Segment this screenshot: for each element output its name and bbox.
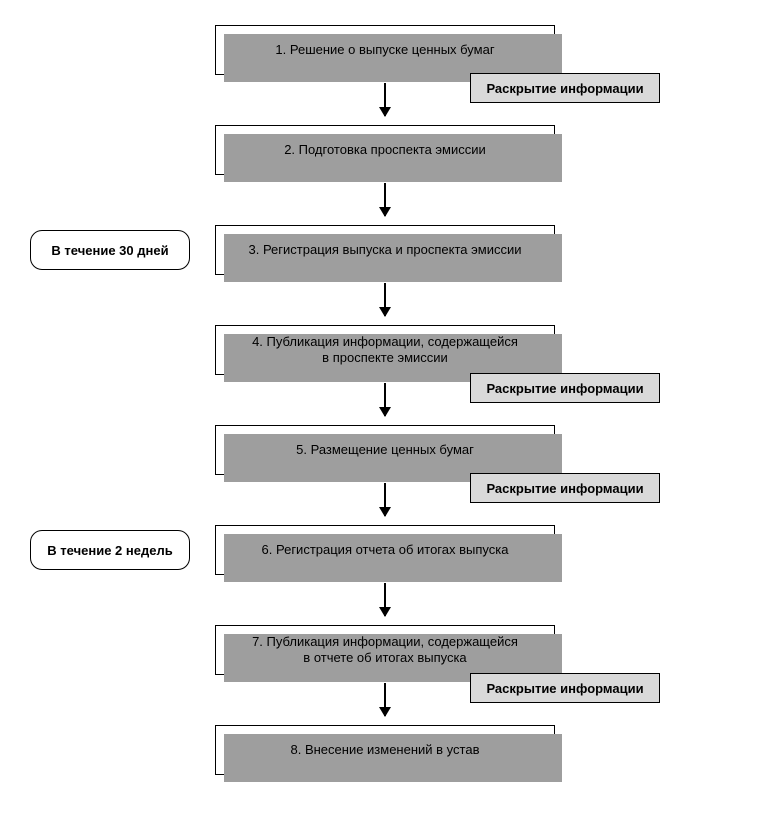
step-8: 8. Внесение изменений в устав — [215, 725, 555, 775]
step-label: 7. Публикация информации, содержащейсяв … — [252, 634, 518, 667]
disclosure-badge: Раскрытие информации — [470, 73, 660, 103]
disclosure-badge: Раскрытие информации — [470, 373, 660, 403]
step-2: 2. Подготовка проспекта эмиссии — [215, 125, 555, 175]
disclosure-label: Раскрытие информации — [486, 381, 643, 396]
arrow-down — [384, 683, 386, 716]
disclosure-badge: Раскрытие информации — [470, 473, 660, 503]
timing-note: В течение 2 недель — [30, 530, 190, 570]
step-label: 6. Регистрация отчета об итогах выпуска — [262, 542, 509, 558]
timing-note-label: В течение 2 недель — [47, 543, 172, 558]
disclosure-label: Раскрытие информации — [486, 481, 643, 496]
step-label: 5. Размещение ценных бумаг — [296, 442, 474, 458]
step-4: 4. Публикация информации, содержащейсяв … — [215, 325, 555, 375]
disclosure-badge: Раскрытие информации — [470, 673, 660, 703]
arrow-down — [384, 83, 386, 116]
step-3: 3. Регистрация выпуска и проспекта эмисс… — [215, 225, 555, 275]
arrow-down — [384, 383, 386, 416]
step-label: 8. Внесение изменений в устав — [291, 742, 480, 758]
disclosure-label: Раскрытие информации — [486, 81, 643, 96]
arrow-down — [384, 283, 386, 316]
step-label: 1. Решение о выпуске ценных бумаг — [275, 42, 494, 58]
timing-note: В течение 30 дней — [30, 230, 190, 270]
step-1: 1. Решение о выпуске ценных бумаг — [215, 25, 555, 75]
step-label: 2. Подготовка проспекта эмиссии — [284, 142, 486, 158]
arrow-down — [384, 483, 386, 516]
step-label: 4. Публикация информации, содержащейсяв … — [252, 334, 518, 367]
disclosure-label: Раскрытие информации — [486, 681, 643, 696]
timing-note-label: В течение 30 дней — [51, 243, 168, 258]
step-6: 6. Регистрация отчета об итогах выпуска — [215, 525, 555, 575]
step-label: 3. Регистрация выпуска и проспекта эмисс… — [249, 242, 522, 258]
step-7: 7. Публикация информации, содержащейсяв … — [215, 625, 555, 675]
step-5: 5. Размещение ценных бумаг — [215, 425, 555, 475]
flowchart: 1. Решение о выпуске ценных бумаг Раскрыт… — [0, 0, 757, 837]
arrow-down — [384, 183, 386, 216]
arrow-down — [384, 583, 386, 616]
